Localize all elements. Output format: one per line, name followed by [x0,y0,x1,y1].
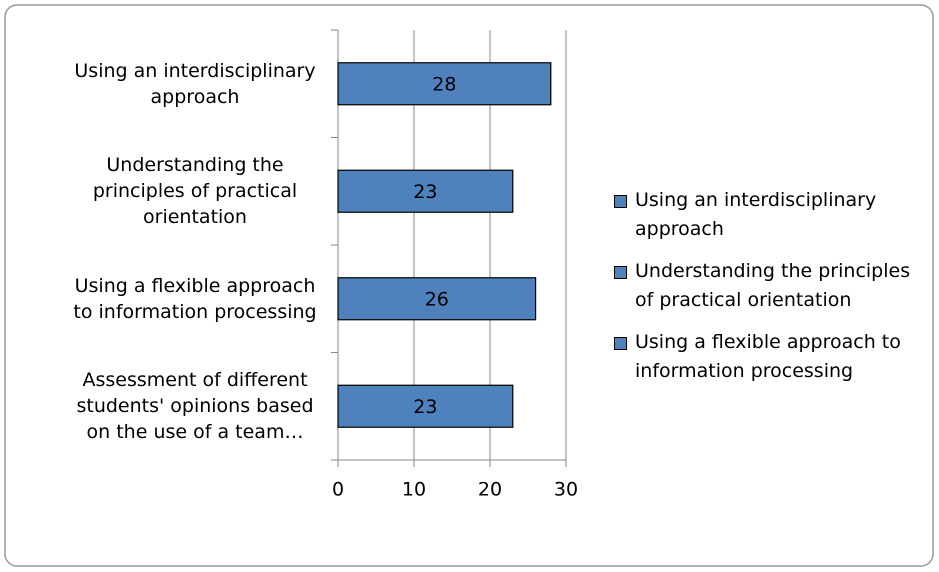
legend-label: Understanding the principles of practica… [635,260,911,311]
legend-swatch [614,266,627,279]
x-tick-label: 30 [554,479,578,501]
value-label: 23 [413,181,437,203]
bar [337,384,514,428]
legend-label: Using an interdisciplinary approach [635,189,877,240]
legend-swatch [614,195,627,208]
bar [337,169,514,213]
x-tick-label: 10 [402,479,426,501]
y-tick-label: Using an interdisciplinary approach [74,59,316,108]
legend-swatch [614,337,627,350]
bar [337,62,552,106]
legend-label: Using a flexible approach to information… [635,331,901,382]
x-tick-label: 20 [478,479,502,501]
y-tick-label: Using a flexible approach to information… [73,274,317,323]
value-label: 23 [413,396,437,418]
y-tick-label: Understanding the principles of practica… [92,154,298,229]
value-label: 26 [425,288,449,310]
y-tick-label: Assessment of different students' opinio… [76,369,314,444]
value-label: 28 [432,73,456,95]
x-tick-label: 0 [332,479,344,501]
bar [337,277,537,321]
